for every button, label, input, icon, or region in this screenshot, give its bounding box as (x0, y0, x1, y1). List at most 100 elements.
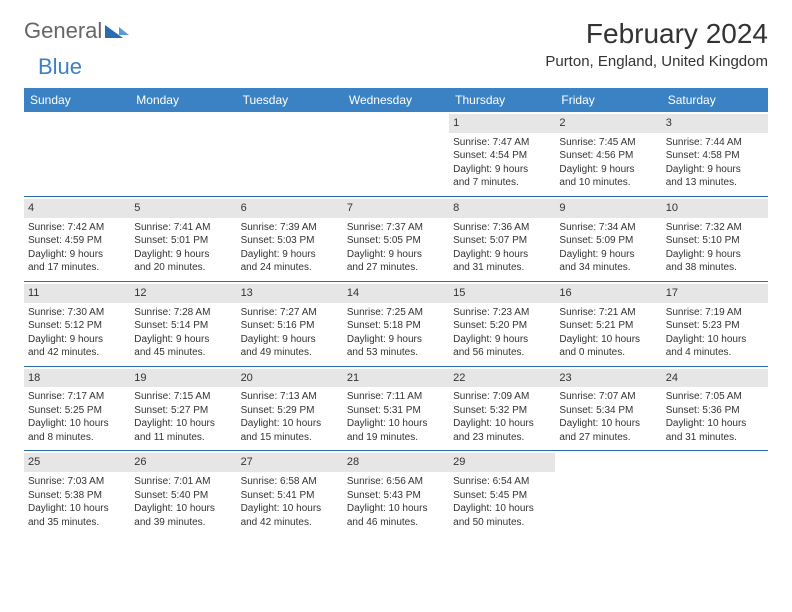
day-number: 15 (449, 284, 555, 303)
week-row: 11Sunrise: 7:30 AMSunset: 5:12 PMDayligh… (24, 282, 768, 367)
sunrise-text: Sunrise: 7:01 AM (134, 475, 232, 489)
day-number: 14 (343, 284, 449, 303)
daylight-text: Daylight: 9 hours (347, 333, 445, 347)
daylight-text: and 56 minutes. (453, 346, 551, 360)
day-number: 10 (662, 199, 768, 218)
calendar-cell: 1 Sunrise: 7:47 AMSunset: 4:54 PMDaylight… (449, 112, 555, 196)
sunrise-text: Sunrise: 7:15 AM (134, 390, 232, 404)
day-number: 13 (237, 284, 343, 303)
daylight-text: and 42 minutes. (28, 346, 126, 360)
sunset-text: Sunset: 4:58 PM (666, 149, 764, 163)
calendar-cell: 11Sunrise: 7:30 AMSunset: 5:12 PMDayligh… (24, 282, 130, 366)
daylight-text: and 4 minutes. (666, 346, 764, 360)
sunrise-text: Sunrise: 7:47 AM (453, 136, 551, 150)
sunset-text: Sunset: 5:14 PM (134, 319, 232, 333)
daylight-text: Daylight: 9 hours (453, 163, 551, 177)
day-header-row: SundayMondayTuesdayWednesdayThursdayFrid… (24, 88, 768, 112)
daylight-text: and 49 minutes. (241, 346, 339, 360)
daylight-text: and 24 minutes. (241, 261, 339, 275)
sunset-text: Sunset: 5:45 PM (453, 489, 551, 503)
sunrise-text: Sunrise: 7:42 AM (28, 221, 126, 235)
sunset-text: Sunset: 5:32 PM (453, 404, 551, 418)
daylight-text: Daylight: 9 hours (559, 248, 657, 262)
day-number: 8 (449, 199, 555, 218)
calendar-cell: 3Sunrise: 7:44 AMSunset: 4:58 PMDaylight… (662, 112, 768, 196)
sunset-text: Sunset: 5:25 PM (28, 404, 126, 418)
sunrise-text: Sunrise: 7:25 AM (347, 306, 445, 320)
day-number: 22 (449, 369, 555, 388)
day-number: 2 (555, 114, 661, 133)
sunset-text: Sunset: 5:31 PM (347, 404, 445, 418)
day-number: 7 (343, 199, 449, 218)
day-number: 12 (130, 284, 236, 303)
sunset-text: Sunset: 4:59 PM (28, 234, 126, 248)
daylight-text: and 10 minutes. (559, 176, 657, 190)
calendar-cell: 16Sunrise: 7:21 AMSunset: 5:21 PMDayligh… (555, 282, 661, 366)
sunset-text: Sunset: 5:43 PM (347, 489, 445, 503)
sunrise-text: Sunrise: 7:07 AM (559, 390, 657, 404)
day-header: Friday (555, 88, 661, 112)
day-number: 26 (130, 453, 236, 472)
daylight-text: and 19 minutes. (347, 431, 445, 445)
sunrise-text: Sunrise: 7:27 AM (241, 306, 339, 320)
daylight-text: Daylight: 10 hours (666, 417, 764, 431)
day-number: 21 (343, 369, 449, 388)
calendar-cell: 22Sunrise: 7:09 AMSunset: 5:32 PMDayligh… (449, 367, 555, 451)
calendar-cell: 12 Sunrise: 7:28 AMSunset: 5:14 PMDayligh… (130, 282, 236, 366)
daylight-text: and 53 minutes. (347, 346, 445, 360)
daylight-text: Daylight: 9 hours (28, 248, 126, 262)
calendar-cell: 19Sunrise: 7:15 AMSunset: 5:27 PMDayligh… (130, 367, 236, 451)
daylight-text: and 27 minutes. (347, 261, 445, 275)
day-number: 4 (24, 199, 130, 218)
sunset-text: Sunset: 5:36 PM (666, 404, 764, 418)
sunrise-text: Sunrise: 7:19 AM (666, 306, 764, 320)
daylight-text: Daylight: 10 hours (347, 502, 445, 516)
day-number: 5 (130, 199, 236, 218)
day-number: 17 (662, 284, 768, 303)
day-number: 20 (237, 369, 343, 388)
calendar-cell: 2Sunrise: 7:45 AMSunset: 4:56 PMDaylight… (555, 112, 661, 196)
sunset-text: Sunset: 5:41 PM (241, 489, 339, 503)
sunset-text: Sunset: 5:21 PM (559, 319, 657, 333)
daylight-text: and 0 minutes. (559, 346, 657, 360)
calendar-cell: 18Sunrise: 7:17 AMSunset: 5:25 PMDayligh… (24, 367, 130, 451)
calendar-cell: 24 Sunrise: 7:05 AMSunset: 5:36 PMDayligh… (662, 367, 768, 451)
weeks-container: 1Sunrise: 7:47 AMSunset: 4:54 PMDaylight… (24, 112, 768, 535)
sunrise-text: Sunrise: 7:41 AM (134, 221, 232, 235)
daylight-text: and 17 minutes. (28, 261, 126, 275)
day-number: 1 (449, 114, 555, 133)
calendar-cell: 8Sunrise: 7:36 AMSunset: 5:07 PMDaylight… (449, 197, 555, 281)
sunset-text: Sunset: 5:03 PM (241, 234, 339, 248)
daylight-text: Daylight: 9 hours (241, 248, 339, 262)
week-row: 4Sunrise: 7:42 AMSunset: 4:59 PMDaylight… (24, 197, 768, 282)
sunset-text: Sunset: 5:38 PM (28, 489, 126, 503)
sunset-text: Sunset: 5:09 PM (559, 234, 657, 248)
daylight-text: Daylight: 9 hours (134, 333, 232, 347)
daylight-text: Daylight: 10 hours (666, 333, 764, 347)
daylight-text: Daylight: 10 hours (559, 417, 657, 431)
daylight-text: Daylight: 9 hours (134, 248, 232, 262)
daylight-text: Daylight: 9 hours (241, 333, 339, 347)
sunrise-text: Sunrise: 7:05 AM (666, 390, 764, 404)
daylight-text: and 15 minutes. (241, 431, 339, 445)
day-number: 28 (343, 453, 449, 472)
sunrise-text: Sunrise: 7:28 AM (134, 306, 232, 320)
calendar-cell: 5Sunrise: 7:41 AMSunset: 5:01 PMDaylight… (130, 197, 236, 281)
day-number: 23 (555, 369, 661, 388)
daylight-text: and 20 minutes. (134, 261, 232, 275)
brand-word1: General (24, 18, 102, 44)
calendar-cell: 25Sunrise: 7:03 AMSunset: 5:38 PMDayligh… (24, 451, 130, 535)
daylight-text: Daylight: 10 hours (241, 502, 339, 516)
sunset-text: Sunset: 5:20 PM (453, 319, 551, 333)
daylight-text: Daylight: 10 hours (559, 333, 657, 347)
logo-triangle2-icon (119, 27, 129, 35)
calendar-cell (237, 112, 343, 196)
calendar-cell: 10Sunrise: 7:32 AMSunset: 5:10 PMDayligh… (662, 197, 768, 281)
daylight-text: and 46 minutes. (347, 516, 445, 530)
day-number: 24 (662, 369, 768, 388)
day-number: 11 (24, 284, 130, 303)
calendar-cell: 23Sunrise: 7:07 AMSunset: 5:34 PMDayligh… (555, 367, 661, 451)
sunset-text: Sunset: 5:23 PM (666, 319, 764, 333)
sunset-text: Sunset: 4:54 PM (453, 149, 551, 163)
daylight-text: Daylight: 9 hours (347, 248, 445, 262)
